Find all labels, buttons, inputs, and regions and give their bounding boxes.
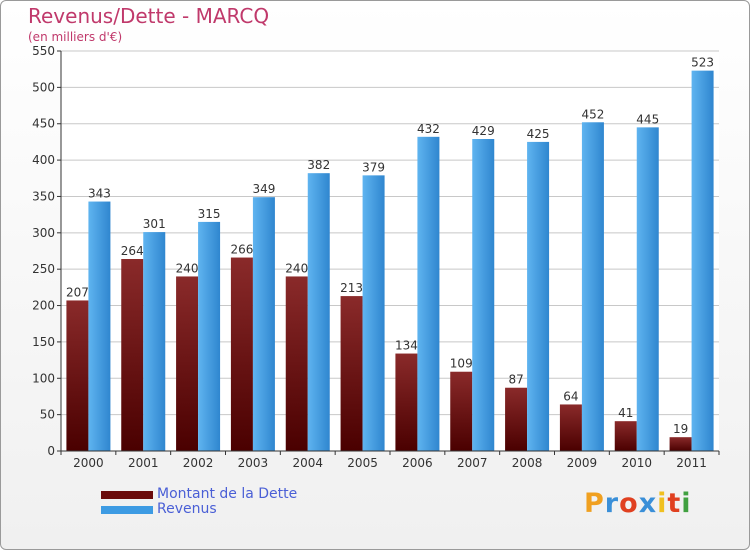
bar-debt bbox=[505, 387, 528, 451]
bar-debt bbox=[340, 296, 363, 451]
data-label: 64 bbox=[563, 389, 578, 403]
chart-legend: Montant de la Dette Revenus bbox=[101, 487, 297, 517]
bar-debt bbox=[121, 259, 144, 451]
legend-swatch-debt bbox=[101, 490, 153, 499]
logo-letter: o bbox=[619, 488, 639, 519]
x-tick-label: 2008 bbox=[512, 456, 543, 470]
bar-revenue bbox=[198, 221, 221, 451]
legend-label-revenue: Revenus bbox=[157, 501, 217, 517]
data-label: 379 bbox=[362, 160, 385, 174]
legend-label-debt: Montant de la Dette bbox=[157, 486, 298, 502]
proxiti-logo: Proxiti bbox=[584, 488, 692, 519]
data-label: 264 bbox=[121, 244, 144, 258]
bar-revenue bbox=[636, 127, 659, 451]
logo-letter: x bbox=[638, 488, 658, 519]
data-label: 240 bbox=[176, 261, 199, 275]
bar-revenue bbox=[581, 122, 604, 451]
bar-revenue bbox=[417, 136, 440, 451]
bar-revenue bbox=[143, 232, 166, 451]
data-label: 523 bbox=[691, 56, 714, 70]
data-label: 41 bbox=[618, 406, 633, 420]
bar-revenue bbox=[252, 197, 275, 451]
data-label: 315 bbox=[198, 207, 221, 221]
plot-area bbox=[61, 51, 719, 451]
data-label: 19 bbox=[673, 422, 688, 436]
data-label: 87 bbox=[508, 373, 523, 387]
x-tick-label: 2000 bbox=[73, 456, 104, 470]
legend-item-revenue: Revenus bbox=[101, 502, 297, 517]
y-tick-label: 0 bbox=[47, 444, 55, 458]
y-tick-label: 500 bbox=[32, 80, 55, 94]
x-tick-label: 2002 bbox=[183, 456, 214, 470]
data-label: 207 bbox=[66, 285, 89, 299]
y-tick-label: 250 bbox=[32, 262, 55, 276]
logo-letter: i bbox=[681, 488, 692, 519]
bar-debt bbox=[285, 276, 308, 451]
data-label: 432 bbox=[417, 122, 440, 136]
y-tick-label: 350 bbox=[32, 189, 55, 203]
bar-revenue bbox=[307, 173, 330, 451]
data-label: 445 bbox=[636, 112, 659, 126]
bar-debt bbox=[614, 421, 637, 451]
data-label: 109 bbox=[450, 357, 473, 371]
data-label: 382 bbox=[307, 158, 330, 172]
logo-letter: t bbox=[667, 488, 682, 519]
bar-debt bbox=[559, 404, 582, 451]
y-tick-label: 200 bbox=[32, 299, 55, 313]
bar-debt bbox=[230, 257, 253, 451]
bar-revenue bbox=[527, 141, 550, 451]
bar-revenue bbox=[88, 201, 111, 451]
x-tick-label: 2011 bbox=[676, 456, 707, 470]
x-tick-label: 2001 bbox=[128, 456, 159, 470]
y-tick-label: 550 bbox=[32, 44, 55, 58]
y-tick-label: 400 bbox=[32, 153, 55, 167]
y-tick-label: 300 bbox=[32, 226, 55, 240]
x-tick-label: 2006 bbox=[402, 456, 433, 470]
bar-debt bbox=[669, 437, 692, 451]
y-tick-label: 150 bbox=[32, 335, 55, 349]
data-label: 425 bbox=[527, 127, 550, 141]
bar-debt bbox=[66, 300, 89, 451]
bar-revenue bbox=[472, 139, 495, 451]
data-label: 134 bbox=[395, 339, 418, 353]
bar-revenue bbox=[691, 70, 714, 452]
bar-revenue bbox=[362, 175, 385, 451]
x-tick-label: 2005 bbox=[347, 456, 378, 470]
data-label: 452 bbox=[581, 107, 604, 121]
data-label: 343 bbox=[88, 187, 111, 201]
x-tick-label: 2007 bbox=[457, 456, 488, 470]
data-label: 301 bbox=[143, 217, 166, 231]
logo-letter: P bbox=[584, 488, 605, 519]
logo-letter: r bbox=[604, 488, 620, 519]
y-tick-label: 100 bbox=[32, 371, 55, 385]
x-tick-label: 2003 bbox=[238, 456, 269, 470]
legend-item-debt: Montant de la Dette bbox=[101, 487, 297, 502]
data-label: 266 bbox=[230, 243, 253, 257]
logo-letter: i bbox=[657, 488, 668, 519]
x-tick-label: 2010 bbox=[621, 456, 652, 470]
bar-debt bbox=[395, 353, 418, 451]
data-label: 349 bbox=[252, 182, 275, 196]
chart-subtitle: (en milliers d'€) bbox=[28, 30, 123, 44]
chart-title: Revenus/Dette - MARCQ bbox=[28, 4, 270, 28]
legend-swatch-revenue bbox=[101, 505, 153, 514]
x-tick-label: 2004 bbox=[292, 456, 323, 470]
y-tick-label: 450 bbox=[32, 117, 55, 131]
x-tick-label: 2009 bbox=[567, 456, 598, 470]
data-label: 240 bbox=[285, 261, 308, 275]
data-label: 429 bbox=[472, 124, 495, 138]
y-tick-label: 50 bbox=[40, 408, 55, 422]
bar-debt bbox=[450, 371, 473, 451]
bar-debt bbox=[176, 276, 199, 451]
data-label: 213 bbox=[340, 281, 363, 295]
